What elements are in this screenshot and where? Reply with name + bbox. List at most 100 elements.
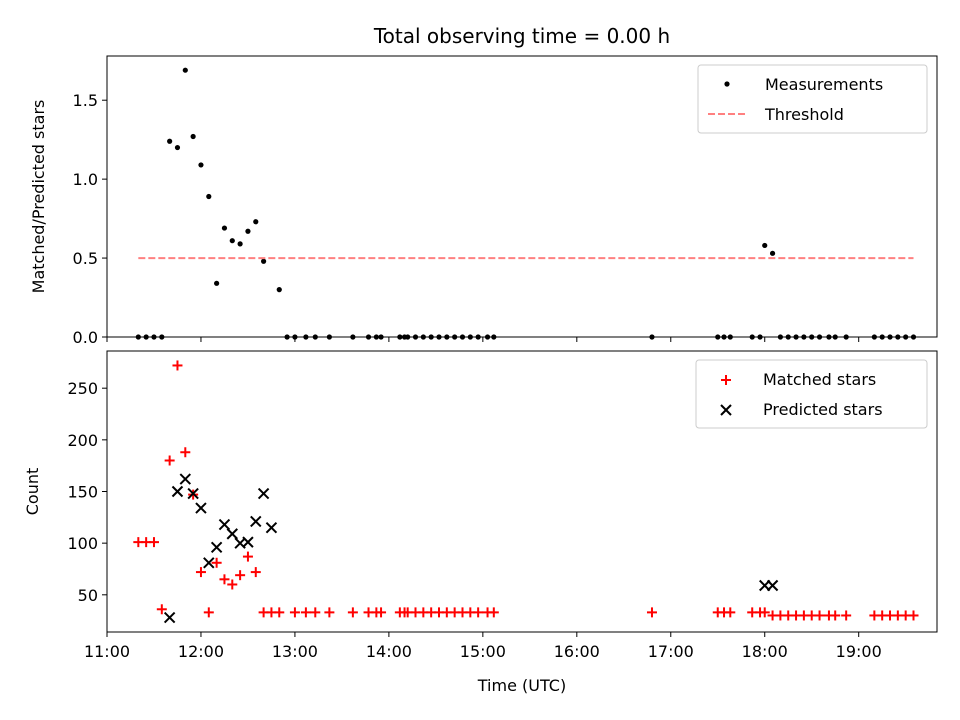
measurements-point: [237, 241, 243, 247]
bottom-legend-box: [695, 359, 928, 429]
matched-stars-point: [242, 551, 253, 562]
x-tick-label: 17:00: [648, 642, 694, 661]
legend-label-matched-stars: Matched stars: [763, 370, 876, 389]
matched-stars-point: [289, 607, 300, 618]
matched-stars-point: [725, 607, 736, 618]
y-tick-label: 200: [67, 431, 98, 450]
measurements-point: [174, 144, 181, 151]
bottom-plot-marks: [133, 360, 919, 624]
y-tick-label: 1.0: [73, 170, 98, 189]
matched-stars-point: [148, 537, 159, 548]
chart-title: Total observing time = 0.00 h: [373, 24, 670, 48]
top-axis-ticks: 0.0 0.5 1.0 1.5: [73, 91, 860, 347]
top-legend: Measurements Threshold: [697, 64, 928, 134]
measurements-point: [762, 242, 768, 249]
matched-stars-point: [908, 610, 919, 621]
predicted-stars-point: [203, 557, 215, 569]
x-tick-label: 15:00: [460, 642, 506, 661]
y-tick-label: 100: [67, 534, 98, 553]
matched-stars-point: [180, 447, 191, 458]
measurements-point: [245, 228, 251, 234]
measurements-point: [276, 287, 282, 293]
legend-label-threshold: Threshold: [764, 105, 844, 124]
measurements-point: [221, 225, 228, 231]
y-tick-label: 1.5: [73, 91, 98, 110]
measurements-point: [190, 133, 196, 140]
matched-stars-point: [300, 607, 311, 618]
measurements-point: [769, 250, 776, 256]
measurements-point: [253, 219, 259, 225]
matched-stars-point: [195, 567, 206, 578]
x-tick-label: 18:00: [742, 642, 788, 661]
predicted-stars-point: [226, 528, 238, 540]
bottom-legend: Matched stars Predicted stars: [695, 359, 928, 429]
measurements-point: [206, 193, 212, 200]
measurements-point: [167, 138, 173, 144]
y-tick-label: 0.5: [73, 249, 98, 268]
predicted-stars-point: [766, 579, 779, 592]
matched-stars-point: [841, 610, 852, 621]
x-tick-label: 11:00: [84, 642, 130, 661]
y-tick-label: 250: [67, 379, 98, 398]
measurements-point: [214, 280, 220, 286]
top-panel: Total observing time = 0.00 h Matched/Pr…: [29, 24, 938, 347]
matched-stars-point: [203, 607, 214, 618]
x-tick-label: 16:00: [554, 642, 600, 661]
matched-stars-point: [488, 607, 499, 618]
predicted-stars-point: [187, 487, 199, 500]
matched-stars-point: [347, 607, 358, 618]
matched-stars-point: [473, 607, 484, 618]
matched-stars-point: [324, 607, 335, 618]
top-y-axis-label: Matched/Predicted stars: [29, 100, 48, 294]
matched-stars-point: [235, 570, 246, 581]
matched-stars-point: [211, 557, 222, 568]
legend-label-predicted-stars: Predicted stars: [763, 400, 883, 419]
matched-stars-point: [172, 360, 183, 371]
predicted-stars-point: [195, 502, 207, 514]
predicted-stars-point: [265, 521, 278, 534]
predicted-stars-point: [179, 473, 192, 485]
matched-stars-point: [274, 607, 285, 618]
predicted-stars-point: [250, 515, 262, 528]
predicted-stars-point: [242, 536, 254, 548]
matched-stars-point: [250, 567, 261, 578]
legend-label-measurements: Measurements: [765, 75, 883, 94]
bottom-axis-ticks: 11:00 12:00 13:00 14:00 15:00 16:00 17:00 18:00…: [67, 379, 881, 661]
y-tick-label: 50: [78, 586, 98, 605]
legend-marker-matched-stars: [721, 375, 731, 385]
matched-stars-point: [759, 607, 770, 618]
measurements-point: [229, 238, 235, 244]
x-tick-label: 13:00: [272, 642, 318, 661]
x-axis-label: Time (UTC): [477, 676, 566, 695]
matched-stars-point: [376, 607, 387, 618]
y-tick-label: 0.0: [73, 328, 98, 347]
x-tick-label: 19:00: [836, 642, 882, 661]
bottom-axes-frame: [106, 350, 938, 633]
predicted-stars-point: [257, 487, 270, 500]
predicted-stars-point: [218, 518, 231, 531]
bottom-y-axis-label: Count: [23, 468, 42, 516]
matched-stars-point: [156, 604, 167, 615]
matched-stars-point: [164, 455, 175, 466]
x-tick-label: 12:00: [178, 642, 224, 661]
measurements-point: [261, 258, 267, 264]
measurements-point: [182, 67, 188, 73]
legend-marker-measurements: [724, 81, 730, 87]
predicted-stars-point: [171, 485, 184, 498]
top-legend-box: [697, 64, 928, 134]
y-tick-label: 150: [67, 483, 98, 502]
top-axes-frame: [106, 55, 938, 338]
matched-stars-point: [814, 610, 825, 621]
matched-stars-point: [646, 607, 657, 618]
measurements-point: [198, 162, 204, 168]
legend-marker-predicted-stars: [720, 404, 732, 416]
x-tick-label: 14:00: [366, 642, 412, 661]
predicted-stars-point: [210, 541, 223, 553]
predicted-stars-point: [163, 611, 176, 624]
bottom-panel: Count Time (UTC) 11:00 12:00 13:00 14:00 15:…: [23, 350, 938, 695]
matched-stars-point: [227, 579, 238, 590]
matched-stars-point: [219, 574, 230, 585]
matched-stars-point: [310, 607, 321, 618]
matched-stars-point: [830, 610, 841, 621]
